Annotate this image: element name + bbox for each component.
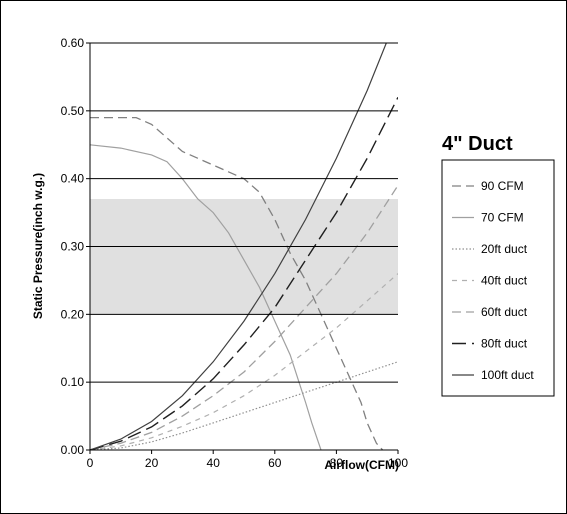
y-tick-label: 0.20 (61, 307, 85, 321)
series-line-70-cfm (90, 144, 322, 450)
x-tick-label: 20 (145, 456, 159, 470)
x-axis-title: Airflow(CFM) (324, 458, 399, 472)
y-tick-label: 0.10 (61, 375, 85, 389)
shaded-band (90, 199, 398, 315)
series-line-60ft-duct (90, 185, 398, 450)
series-line-90-cfm (90, 116, 384, 450)
x-tick-label: 0 (87, 456, 94, 470)
x-tick-label: 100 (388, 456, 408, 470)
x-tick-label: 80 (330, 456, 344, 470)
y-tick-label: 0.60 (61, 36, 85, 50)
legend-label: 20ft duct (481, 242, 528, 256)
legend-label: 80ft duct (481, 337, 528, 351)
legend-label: 70 CFM (481, 211, 524, 225)
y-axis-title: Static Pressure(inch w.g.) (31, 173, 45, 319)
y-tick-label: 0.00 (61, 443, 85, 457)
x-tick-label: 40 (207, 456, 221, 470)
y-tick-label: 0.50 (61, 104, 85, 118)
legend-label: 90 CFM (481, 179, 524, 193)
series-line-100ft-duct (90, 43, 387, 450)
x-tick-label: 60 (268, 456, 282, 470)
legend-box (441, 159, 555, 397)
legend-title: 4" Duct (442, 133, 513, 155)
legend-label: 40ft duct (481, 274, 528, 288)
series-line-20ft-duct (90, 361, 398, 450)
legend-label: 60ft duct (481, 305, 528, 319)
y-tick-label: 0.30 (61, 240, 85, 254)
legend: 90 CFM 70 CFM 20ft duct 40ft duct 60ft duct 8… (441, 159, 555, 397)
series-line-80ft-duct (90, 96, 398, 450)
series-line-40ft-duct (90, 273, 398, 450)
y-tick-label: 0.40 (61, 172, 85, 186)
legend-label: 100ft duct (481, 368, 534, 382)
